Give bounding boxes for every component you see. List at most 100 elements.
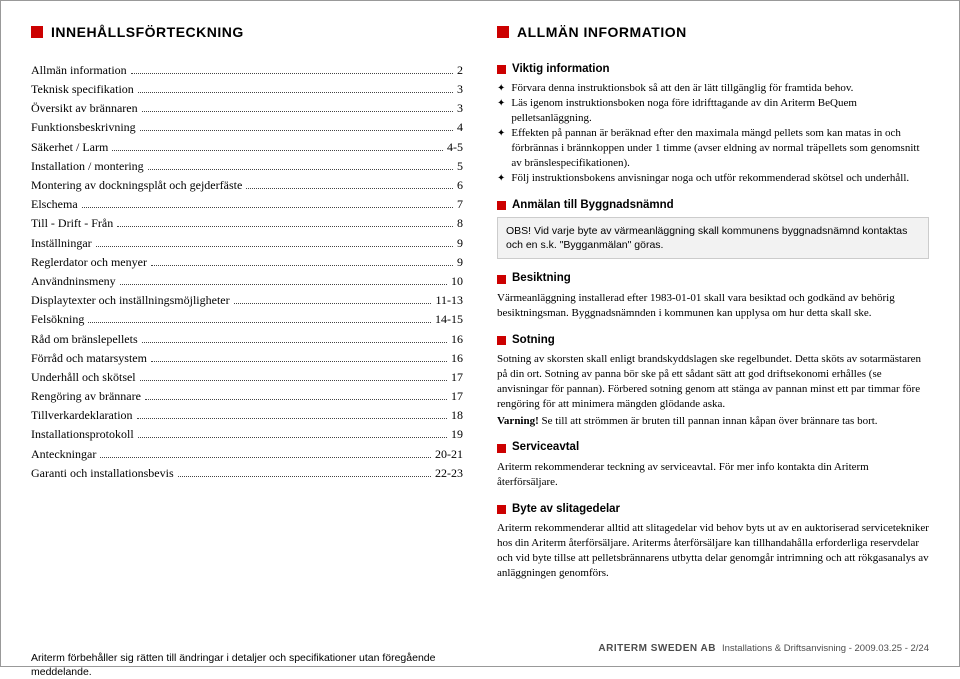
toc-dots <box>138 92 453 93</box>
toc-dots <box>88 322 431 323</box>
bullet-text: Förvara denna instruktionsbok så att den… <box>511 81 929 96</box>
toc-page: 14-15 <box>435 311 463 327</box>
toc-label: Funktionsbeskrivning <box>31 119 136 135</box>
toc-dots <box>137 418 447 419</box>
toc-label: Översikt av brännaren <box>31 100 138 116</box>
toc-label: Inställningar <box>31 235 92 251</box>
toc-page: 20-21 <box>435 446 463 462</box>
bullet-mark-icon: ✦ <box>497 126 505 171</box>
toc-row: Inställningar 9 <box>31 235 463 251</box>
sub-header-byte: Byte av slitagedelar <box>497 502 929 518</box>
toc-page: 11-13 <box>435 292 463 308</box>
columns: INNEHÅLLSFÖRTECKNING Allmän information2… <box>31 23 929 679</box>
viktig-bullets: ✦ Förvara denna instruktionsbok så att de… <box>497 81 929 185</box>
toc-page: 2 <box>457 62 463 78</box>
accent-square-icon <box>497 26 509 38</box>
footer-brand: ARITERM SWEDEN AB <box>598 642 716 656</box>
toc-page: 3 <box>457 100 463 116</box>
toc-dots <box>145 399 447 400</box>
toc-dots <box>140 380 447 381</box>
accent-square-icon <box>497 201 506 210</box>
toc-label: Användninsmeny <box>31 273 116 289</box>
accent-square-icon <box>497 505 506 514</box>
toc-label: Säkerhet / Larm <box>31 139 108 155</box>
toc-row: Översikt av brännaren 3 <box>31 100 463 116</box>
toc-dots <box>140 130 453 131</box>
toc-page: 16 <box>451 331 463 347</box>
toc-page: 9 <box>457 254 463 270</box>
toc-dots <box>178 476 431 477</box>
toc-page: 9 <box>457 235 463 251</box>
toc-row: Rengöring av brännare17 <box>31 388 463 404</box>
toc-page: 4-5 <box>447 139 463 155</box>
warning-label: Varning! <box>497 415 539 427</box>
toc-label: Elschema <box>31 196 78 212</box>
toc-page: 18 <box>451 407 463 423</box>
bullet-text: Följ instruktionsbokens anvisningar noga… <box>511 171 929 186</box>
toc-label: Garanti och installationsbevis <box>31 465 174 481</box>
toc-label: Teknisk specifikation <box>31 81 134 97</box>
bullet-row: ✦Läs igenom instruktionsboken noga före … <box>497 96 929 126</box>
toc-row: Användninsmeny 10 <box>31 273 463 289</box>
toc-label: Installation / montering <box>31 158 144 174</box>
toc-dots <box>148 169 453 170</box>
bullet-mark-icon: ✦ <box>497 96 505 126</box>
toc-page: 10 <box>451 273 463 289</box>
bullet-text: Läs igenom instruktionsboken noga före i… <box>511 96 929 126</box>
toc-list: Allmän information2 Teknisk specifikation… <box>31 62 463 481</box>
footer: ARITERM SWEDEN AB Installations & Drifts… <box>598 642 929 656</box>
toc-label: Tillverkardeklaration <box>31 407 133 423</box>
toc-dots <box>131 73 453 74</box>
bullet-text: Effekten på pannan är beräknad efter den… <box>511 126 929 171</box>
sub-header-viktig: Viktig information <box>497 62 929 78</box>
toc-row: Installation / montering 5 <box>31 158 463 174</box>
info-title: ALLMÄN INFORMATION <box>517 23 687 42</box>
toc-page: 19 <box>451 426 463 442</box>
toc-label: Till - Drift - Från <box>31 215 113 231</box>
toc-row: Garanti och installationsbevis22-23 <box>31 465 463 481</box>
toc-row: Felsökning 14-15 <box>31 311 463 327</box>
toc-dots <box>151 265 453 266</box>
toc-row: Elschema7 <box>31 196 463 212</box>
toc-dots <box>151 361 447 362</box>
footer-text: Installations & Driftsanvisning - 2009.0… <box>722 643 929 656</box>
besiktning-body: Värmeanläggning installerad efter 1983-0… <box>497 291 929 321</box>
toc-row: Funktionsbeskrivning4 <box>31 119 463 135</box>
toc-page: 17 <box>451 388 463 404</box>
toc-label: Felsökning <box>31 311 84 327</box>
toc-row: Teknisk specifikation3 <box>31 81 463 97</box>
toc-row: Säkerhet / Larm 4-5 <box>31 139 463 155</box>
toc-row: Förråd och matarsystem16 <box>31 350 463 366</box>
toc-row: Tillverkardeklaration 18 <box>31 407 463 423</box>
toc-page: 5 <box>457 158 463 174</box>
sotning-body: Sotning av skorsten skall enligt brandsk… <box>497 352 929 411</box>
toc-dots <box>142 111 453 112</box>
bullet-row: ✦Förvara denna instruktionsbok så att de… <box>497 81 929 96</box>
accent-square-icon <box>31 26 43 38</box>
sub-title-viktig: Viktig information <box>512 62 610 78</box>
serviceavtal-body: Ariterm rekommenderar teckning av servic… <box>497 460 929 490</box>
bullet-row: ✦Följ instruktionsbokens anvisningar nog… <box>497 171 929 186</box>
toc-page: 17 <box>451 369 463 385</box>
sub-title-sotning: Sotning <box>512 333 555 349</box>
accent-square-icon <box>497 65 506 74</box>
byte-body: Ariterm rekommenderar alltid att slitage… <box>497 521 929 580</box>
bullet-row: ✦Effekten på pannan är beräknad efter de… <box>497 126 929 171</box>
sub-title-besiktning: Besiktning <box>512 271 571 287</box>
info-header: ALLMÄN INFORMATION <box>497 23 929 42</box>
toc-page: 8 <box>457 215 463 231</box>
toc-row: Displaytexter och inställningsmöjlighete… <box>31 292 463 308</box>
toc-row: Allmän information2 <box>31 62 463 78</box>
toc-label: Anteckningar <box>31 446 96 462</box>
toc-label: Montering av dockningsplåt och gejderfäs… <box>31 177 242 193</box>
warning-body: Se till att strömmen är bruten till pann… <box>539 415 878 427</box>
right-column: ALLMÄN INFORMATION Viktig information ✦F… <box>497 23 929 679</box>
page: INNEHÅLLSFÖRTECKNING Allmän information2… <box>0 0 960 667</box>
toc-row: Anteckningar 20-21 <box>31 446 463 462</box>
sub-header-sotning: Sotning <box>497 333 929 349</box>
accent-square-icon <box>497 275 506 284</box>
toc-dots <box>234 303 432 304</box>
toc-label: Underhåll och skötsel <box>31 369 136 385</box>
disclaimer-text: Ariterm förbehåller sig rätten till ändr… <box>31 651 463 679</box>
accent-square-icon <box>497 336 506 345</box>
